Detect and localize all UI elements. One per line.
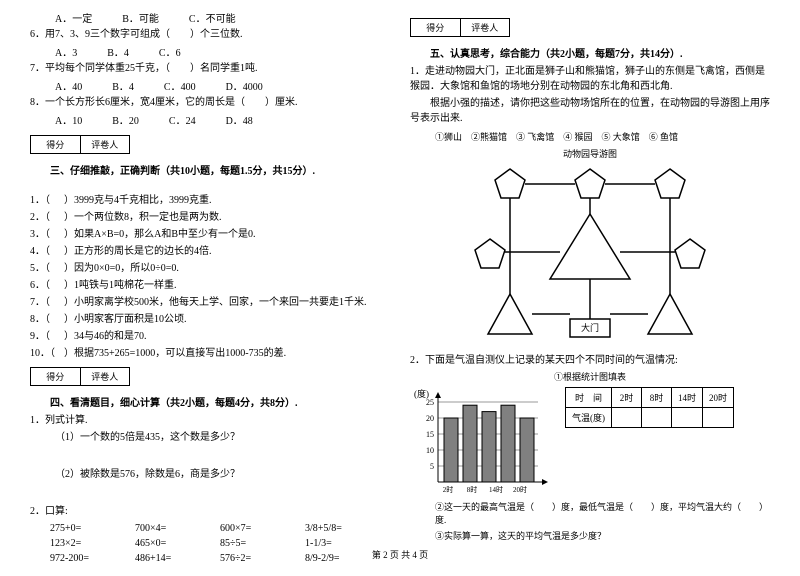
- svg-text:25: 25: [426, 398, 434, 407]
- reviewer-label: 评卷人: [461, 19, 510, 36]
- q8-opt-b: B．20: [112, 112, 139, 127]
- judge-text: ）34与46的和是70.: [64, 327, 147, 342]
- zoo-map: 大门: [470, 164, 710, 349]
- q5-opt-b: B．可能: [122, 10, 159, 25]
- reviewer-label: 评卷人: [81, 136, 130, 153]
- q4-1a: （1）一个数的5倍是435，这个数是多少？: [30, 430, 390, 445]
- score-box-3: 得分 评卷人: [30, 135, 130, 154]
- svg-text:14时: 14时: [489, 485, 503, 494]
- table-header: 2时: [612, 388, 642, 408]
- q7-opt-b: B．4: [112, 78, 134, 93]
- q4-1: 1．列式计算.: [30, 413, 390, 428]
- row-label: 气温(度): [566, 408, 612, 428]
- q8-opt-a: A．10: [55, 112, 82, 127]
- judge-text: ）根据735+265=1000，可以直接写出1000-735的差.: [64, 344, 286, 359]
- judge-text: ）小明家客厅面积是10公顷.: [64, 310, 187, 325]
- q8: 8．一个长方形长6厘米，宽4厘米，它的周长是（ ）厘米.: [30, 95, 390, 110]
- svg-text:15: 15: [426, 430, 434, 439]
- judge-num: 1．（: [30, 191, 58, 206]
- q6-opt-b: B．4: [107, 44, 129, 59]
- q5-opt-a: A．一定: [55, 10, 92, 25]
- temp-chart: (度)5101520252时8时14时20时: [410, 387, 550, 497]
- judge-num: 5．（: [30, 259, 58, 274]
- judge-num: 2．（: [30, 208, 58, 223]
- judge-text: ）3999克与4千克相比，3999克重.: [64, 191, 212, 206]
- judge-text: ）1吨铁与1吨棉花一样重.: [64, 276, 177, 291]
- table-header: 20时: [703, 388, 734, 408]
- q4-2: 2．口算:: [30, 504, 390, 519]
- q4-1b: （2）被除数是576，除数是6，商是多少？: [30, 467, 390, 482]
- calc-item: 700×4=: [135, 523, 220, 534]
- q7-opt-a: A．40: [55, 78, 82, 93]
- section-3-title: 三、仔细推敲，正确判断（共10小题，每题1.5分，共15分）.: [30, 162, 390, 177]
- q2b: ②这一天的最高气温是（ ）度，最低气温是（ ）度，平均气温大约（ ）度.: [410, 500, 770, 526]
- q7-opt-c: C．400: [164, 78, 196, 93]
- score-label: 得分: [411, 19, 461, 36]
- q6-opt-a: A．3: [55, 44, 77, 59]
- chart-heading: ①根据统计图填表: [410, 370, 770, 383]
- judge-num: 6．（: [30, 276, 58, 291]
- svg-text:2时: 2时: [443, 485, 454, 494]
- calc-item: 3/8+5/8=: [305, 523, 390, 534]
- score-label: 得分: [31, 136, 81, 153]
- judge-text: ）小明家离学校500米，他每天上学、回家，一个来回一共要走1千米.: [64, 293, 367, 308]
- q6-opt-c: C．6: [159, 44, 181, 59]
- q5-1b: 根据小强的描述，请你把这些动物场馆所在的位置，在动物园的导游图上用序号表示出来.: [410, 96, 770, 126]
- q5-2: 2．下面是气温自测仪上记录的某天四个不同时间的气温情况:: [410, 353, 770, 368]
- q7-opt-d: D．4000: [226, 78, 263, 93]
- judge-text: ）正方形的周长是它的边长的4倍.: [64, 242, 212, 257]
- pavilion-list: ①狮山 ②熊猫馆 ③ 飞禽馆 ④ 猴园 ⑤ 大象馆 ⑥ 鱼馆: [410, 130, 770, 143]
- table-header: 时 间: [566, 388, 612, 408]
- section-5-title: 五、认真思考，综合能力（共2小题，每题7分，共14分）.: [410, 45, 770, 60]
- q6: 6．用7、3、9三个数字可组成（ ）个三位数.: [30, 27, 390, 42]
- score-box-4: 得分 评卷人: [30, 367, 130, 386]
- judge-num: 8．（: [30, 310, 58, 325]
- judge-num: 10．（: [30, 344, 58, 359]
- judge-text: ）一个两位数8，积一定也是两为数.: [64, 208, 222, 223]
- temp-table: 时 间2时8时14时20时 气温(度): [565, 387, 734, 428]
- svg-text:20: 20: [426, 414, 434, 423]
- calc-item: 275+0=: [50, 523, 135, 534]
- svg-text:5: 5: [430, 462, 434, 471]
- reviewer-label: 评卷人: [81, 368, 130, 385]
- q8-opt-d: D．48: [226, 112, 253, 127]
- judge-num: 7．（: [30, 293, 58, 308]
- q5-opt-c: C．不可能: [189, 10, 236, 25]
- svg-text:8时: 8时: [467, 485, 478, 494]
- judge-text: ）因为0×0=0，所以0÷0=0.: [64, 259, 179, 274]
- judge-num: 3．（: [30, 225, 58, 240]
- judge-num: 9．（: [30, 327, 58, 342]
- map-title: 动物园导游图: [410, 147, 770, 160]
- q8-opt-c: C．24: [169, 112, 196, 127]
- section-4-title: 四、看清题目，细心计算（共2小题，每题4分，共8分）.: [30, 394, 390, 409]
- score-label: 得分: [31, 368, 81, 385]
- q5-1: 1．走进动物园大门，正北面是狮子山和熊猫馆，狮子山的东侧是飞禽馆，西侧是猴园．大…: [410, 64, 770, 94]
- table-header: 14时: [672, 388, 703, 408]
- svg-text:20时: 20时: [513, 485, 527, 494]
- q7: 7．平均每个同学体重25千克，（ ）名同学重1吨.: [30, 61, 390, 76]
- gate-label: 大门: [581, 322, 599, 333]
- table-header: 8时: [642, 388, 672, 408]
- q2c: ③实际算一算，这天的平均气温是多少度？: [410, 529, 770, 542]
- calc-item: 600×7=: [220, 523, 305, 534]
- svg-text:10: 10: [426, 446, 434, 455]
- score-box-5: 得分 评卷人: [410, 18, 510, 37]
- page-footer: 第 2 页 共 4 页: [0, 548, 800, 561]
- judge-text: ）如果A×B=0，那么A和B中至少有一个是0.: [64, 225, 256, 240]
- judge-num: 4．（: [30, 242, 58, 257]
